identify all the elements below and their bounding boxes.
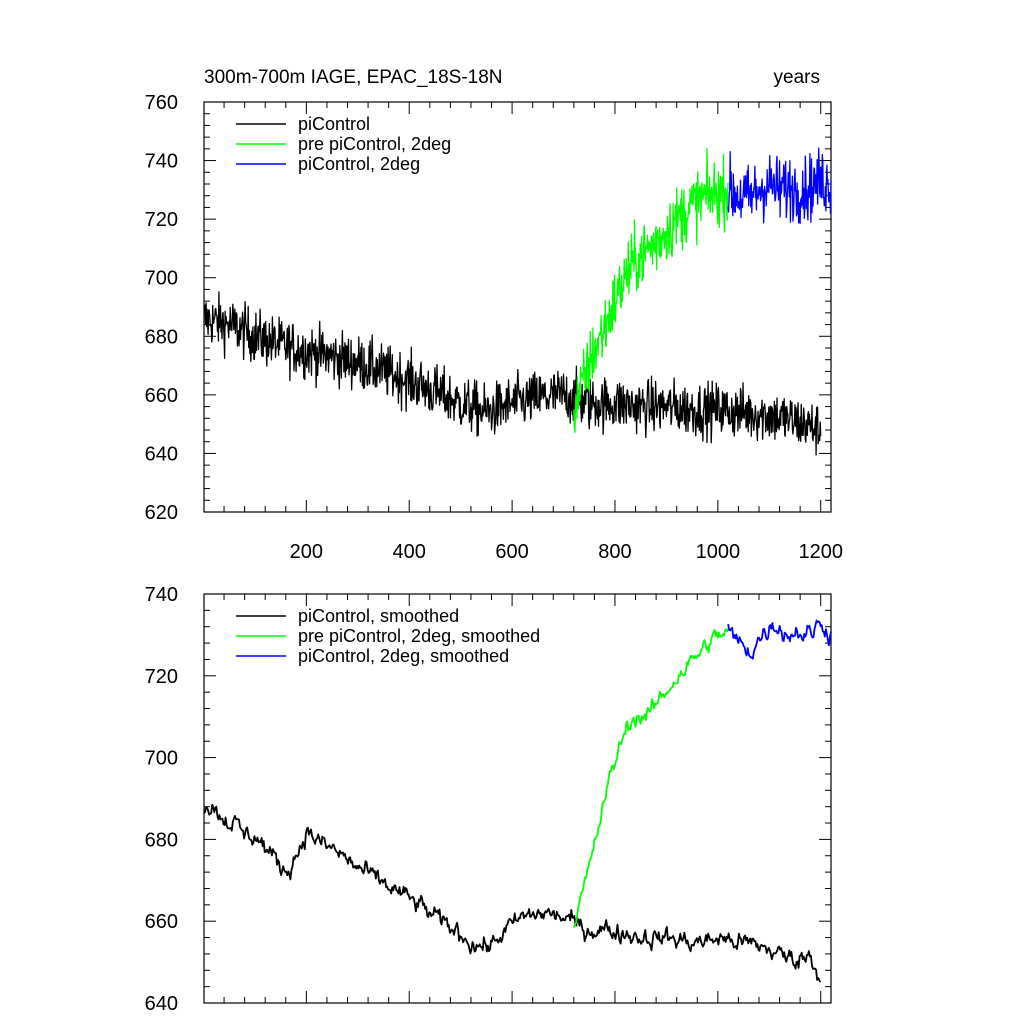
y-tick-label: 680 — [145, 326, 178, 348]
x-tick-label: 600 — [495, 541, 528, 563]
legend-label: pre piControl, 2deg — [298, 134, 451, 154]
figure-units: years — [774, 67, 820, 88]
series-line-2 — [573, 148, 729, 434]
series-line-3 — [727, 147, 832, 224]
y-tick-label: 640 — [145, 993, 178, 1015]
y-tick-label: 760 — [145, 92, 178, 114]
y-tick-label: 740 — [145, 584, 178, 606]
bottom-panel: 640 660 680 700 720 740 piControl, smoothedpre… — [145, 584, 832, 1015]
y-tick-label: 700 — [145, 268, 178, 290]
y-tick-label: 720 — [145, 209, 178, 231]
series-line-2 — [572, 628, 729, 928]
series-line-1 — [203, 291, 822, 456]
y-tick-label: 740 — [145, 151, 178, 173]
y-tick-label: 720 — [145, 666, 178, 688]
legend-label: pre piControl, 2deg, smoothed — [298, 626, 540, 646]
x-tick-label: 800 — [598, 541, 631, 563]
x-tick-label: 200 — [290, 541, 323, 563]
y-tick-label: 640 — [145, 443, 178, 465]
legend-label: piControl, smoothed — [298, 606, 459, 626]
legend-label: piControl, 2deg, smoothed — [298, 646, 509, 666]
x-tick-label: 400 — [393, 541, 426, 563]
y-tick-label: 700 — [145, 748, 178, 770]
x-tick-label: 1000 — [696, 541, 741, 563]
figure-title: 300m-700m IAGE, EPAC_18S-18N — [204, 67, 503, 88]
plot-frame — [203, 593, 832, 1004]
top-panel: 620 640 660 680 700 720 740 760 200 400 600 800 1000… — [145, 92, 843, 563]
x-tick-label: 1200 — [798, 541, 843, 563]
y-tick-label: 620 — [145, 502, 178, 524]
y-tick-label: 660 — [145, 911, 178, 933]
y-tick-label: 660 — [145, 385, 178, 407]
legend-label: piControl, 2deg — [298, 154, 420, 174]
series-line-1 — [203, 803, 822, 983]
y-tick-label: 680 — [145, 829, 178, 851]
series-line-3 — [727, 619, 832, 660]
legend-label: piControl — [298, 114, 370, 134]
